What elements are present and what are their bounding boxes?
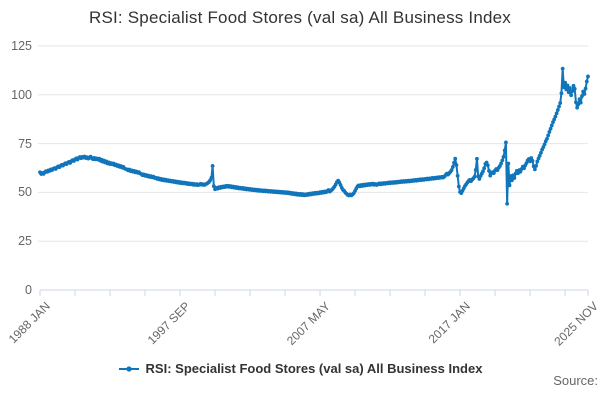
series-point[interactable] bbox=[584, 79, 589, 84]
series-point[interactable] bbox=[455, 173, 460, 178]
series-point[interactable] bbox=[546, 133, 551, 138]
series-point[interactable] bbox=[512, 176, 517, 180]
y-axis-label: 100 bbox=[11, 87, 32, 102]
series-point[interactable] bbox=[567, 86, 572, 90]
series-point[interactable] bbox=[563, 80, 567, 85]
series-point[interactable] bbox=[475, 156, 479, 161]
series-point[interactable] bbox=[210, 163, 215, 168]
series-point[interactable] bbox=[534, 163, 538, 168]
series-point[interactable] bbox=[545, 136, 549, 141]
series-point[interactable] bbox=[456, 184, 461, 189]
series-point[interactable] bbox=[542, 142, 547, 147]
series-point[interactable] bbox=[487, 169, 491, 173]
series-point[interactable] bbox=[482, 166, 487, 171]
chart-title: RSI: Specialist Food Stores (val sa) All… bbox=[88, 8, 511, 27]
series-point[interactable] bbox=[555, 108, 560, 112]
series-point[interactable] bbox=[449, 168, 454, 173]
y-axis-label: 125 bbox=[11, 39, 32, 53]
series-point[interactable] bbox=[530, 158, 535, 163]
series-point[interactable] bbox=[209, 175, 214, 180]
series-point[interactable] bbox=[453, 156, 458, 161]
y-axis-label: 0 bbox=[25, 283, 32, 297]
legend-marker-icon bbox=[118, 365, 139, 372]
series-point[interactable] bbox=[566, 90, 571, 95]
series-point[interactable] bbox=[553, 114, 558, 119]
series-point[interactable] bbox=[583, 86, 588, 91]
series-point[interactable] bbox=[547, 129, 552, 134]
series-point[interactable] bbox=[557, 104, 561, 109]
series-point[interactable] bbox=[559, 91, 564, 96]
series-point[interactable] bbox=[560, 66, 565, 71]
series-point[interactable] bbox=[569, 93, 573, 98]
series-point[interactable] bbox=[558, 101, 563, 105]
series-point[interactable] bbox=[510, 178, 514, 183]
series-point[interactable] bbox=[501, 154, 506, 159]
series-point[interactable] bbox=[578, 100, 583, 105]
series-point[interactable] bbox=[454, 163, 459, 167]
series-point[interactable] bbox=[537, 153, 542, 158]
series-point[interactable] bbox=[473, 168, 478, 172]
plot-area bbox=[38, 45, 590, 296]
series-point[interactable] bbox=[577, 97, 582, 101]
legend-item[interactable]: RSI: Specialist Food Stores (val sa) All… bbox=[118, 361, 483, 376]
series-point[interactable] bbox=[539, 150, 543, 155]
series-point[interactable] bbox=[571, 83, 576, 88]
series-point[interactable] bbox=[499, 161, 503, 166]
series-point[interactable] bbox=[500, 158, 505, 163]
series-point[interactable] bbox=[502, 148, 507, 153]
y-axis-label: 75 bbox=[18, 136, 32, 151]
series-point[interactable] bbox=[481, 169, 485, 174]
source-text: Source: bbox=[553, 373, 598, 388]
legend-label: RSI: Specialist Food Stores (val sa) All… bbox=[145, 361, 483, 376]
series-point[interactable] bbox=[575, 105, 580, 110]
series-point[interactable] bbox=[532, 167, 537, 172]
series-point[interactable] bbox=[561, 85, 566, 90]
series-point[interactable] bbox=[548, 126, 553, 131]
series-point[interactable] bbox=[554, 111, 559, 116]
series-point[interactable] bbox=[450, 165, 455, 169]
series-point[interactable] bbox=[565, 83, 570, 88]
series-point[interactable] bbox=[505, 201, 510, 206]
series-point[interactable] bbox=[472, 174, 477, 179]
legend: RSI: Specialist Food Stores (val sa) All… bbox=[0, 361, 600, 376]
series-point[interactable] bbox=[506, 161, 511, 166]
y-axis-label: 25 bbox=[18, 234, 32, 249]
series-point[interactable] bbox=[452, 160, 456, 165]
series-point[interactable] bbox=[572, 86, 577, 91]
series-point[interactable] bbox=[504, 140, 508, 145]
series-point[interactable] bbox=[477, 177, 482, 181]
series-point[interactable] bbox=[586, 74, 590, 79]
series-point[interactable] bbox=[485, 163, 490, 168]
series-point[interactable] bbox=[552, 117, 557, 122]
y-axis-label: 50 bbox=[18, 185, 32, 200]
series-point[interactable] bbox=[582, 92, 587, 96]
series-point[interactable] bbox=[549, 123, 554, 128]
series-line[interactable] bbox=[39, 67, 589, 205]
series-point[interactable] bbox=[570, 89, 575, 93]
series-point[interactable] bbox=[564, 87, 569, 92]
series-point[interactable] bbox=[507, 183, 512, 188]
series-point[interactable] bbox=[535, 159, 540, 164]
